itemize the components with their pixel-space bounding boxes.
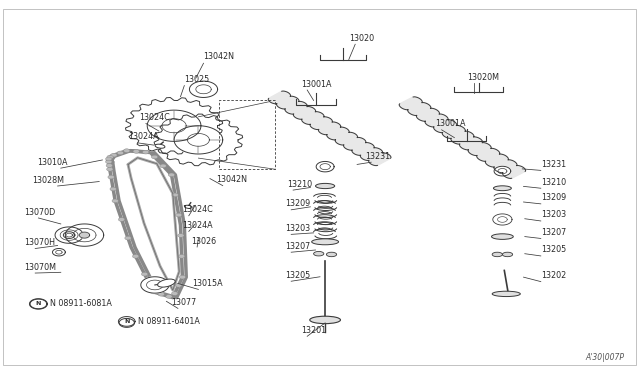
Circle shape bbox=[118, 218, 125, 221]
Circle shape bbox=[152, 155, 158, 159]
Text: 13210: 13210 bbox=[541, 178, 566, 187]
Polygon shape bbox=[125, 97, 223, 154]
Text: 13024A: 13024A bbox=[182, 221, 213, 230]
Text: 13042N: 13042N bbox=[216, 175, 247, 184]
Circle shape bbox=[133, 150, 140, 153]
Circle shape bbox=[150, 290, 157, 294]
Ellipse shape bbox=[312, 239, 339, 245]
Polygon shape bbox=[399, 97, 525, 179]
Text: 13207: 13207 bbox=[285, 242, 310, 251]
Ellipse shape bbox=[492, 252, 502, 257]
Text: 13203: 13203 bbox=[285, 224, 310, 233]
Circle shape bbox=[106, 157, 112, 161]
Text: 13001A: 13001A bbox=[435, 119, 466, 128]
Ellipse shape bbox=[493, 186, 511, 190]
Circle shape bbox=[175, 283, 182, 287]
Text: 13201: 13201 bbox=[301, 326, 326, 335]
Circle shape bbox=[179, 254, 185, 258]
Text: 13042N: 13042N bbox=[204, 52, 234, 61]
Circle shape bbox=[175, 213, 182, 217]
Circle shape bbox=[160, 164, 166, 168]
Ellipse shape bbox=[310, 316, 340, 324]
Ellipse shape bbox=[314, 251, 324, 256]
Circle shape bbox=[166, 295, 172, 298]
Text: 13015A: 13015A bbox=[192, 279, 223, 288]
Text: N 08911-6081A: N 08911-6081A bbox=[50, 299, 112, 308]
Circle shape bbox=[107, 155, 113, 159]
Text: N 08911-6401A: N 08911-6401A bbox=[138, 317, 200, 326]
Text: 13001A: 13001A bbox=[301, 80, 332, 89]
Polygon shape bbox=[189, 81, 218, 97]
Text: 13210: 13210 bbox=[287, 180, 312, 189]
Text: A'30|007P: A'30|007P bbox=[585, 353, 624, 362]
Text: 13231: 13231 bbox=[541, 160, 566, 169]
Circle shape bbox=[179, 275, 186, 279]
Polygon shape bbox=[316, 161, 334, 172]
Text: 13205: 13205 bbox=[541, 246, 566, 254]
Circle shape bbox=[112, 199, 118, 203]
Text: 13026: 13026 bbox=[191, 237, 216, 246]
Ellipse shape bbox=[502, 252, 513, 257]
Polygon shape bbox=[268, 91, 391, 166]
Ellipse shape bbox=[157, 279, 175, 287]
Text: N: N bbox=[36, 301, 41, 307]
Text: 13209: 13209 bbox=[541, 193, 566, 202]
Circle shape bbox=[124, 149, 130, 153]
Polygon shape bbox=[65, 224, 104, 246]
Circle shape bbox=[132, 254, 139, 258]
Circle shape bbox=[111, 153, 117, 157]
Text: 13024A: 13024A bbox=[128, 132, 159, 141]
Polygon shape bbox=[174, 126, 223, 154]
Ellipse shape bbox=[492, 234, 513, 240]
Text: 13020: 13020 bbox=[349, 34, 374, 43]
Ellipse shape bbox=[316, 183, 335, 189]
Text: 13203: 13203 bbox=[541, 211, 566, 219]
Text: 13205: 13205 bbox=[285, 271, 310, 280]
Circle shape bbox=[110, 187, 116, 191]
Ellipse shape bbox=[184, 205, 192, 208]
Text: 13025: 13025 bbox=[184, 75, 209, 84]
Text: 13231: 13231 bbox=[365, 152, 390, 161]
Polygon shape bbox=[147, 110, 201, 141]
Circle shape bbox=[106, 164, 113, 167]
Circle shape bbox=[108, 175, 115, 179]
Circle shape bbox=[141, 272, 148, 276]
Circle shape bbox=[158, 292, 164, 296]
Circle shape bbox=[125, 236, 131, 240]
Text: 13207: 13207 bbox=[541, 228, 566, 237]
Text: 13010A: 13010A bbox=[37, 158, 68, 167]
Circle shape bbox=[172, 292, 178, 295]
Ellipse shape bbox=[492, 291, 520, 296]
Circle shape bbox=[117, 151, 124, 155]
Polygon shape bbox=[154, 114, 243, 166]
Text: 13209: 13209 bbox=[285, 199, 310, 208]
Text: 13070H: 13070H bbox=[24, 238, 55, 247]
Text: 13077: 13077 bbox=[172, 298, 196, 307]
Ellipse shape bbox=[326, 252, 337, 257]
Text: 13024C: 13024C bbox=[140, 113, 170, 122]
Polygon shape bbox=[55, 227, 83, 243]
Polygon shape bbox=[493, 214, 512, 225]
Text: 13070D: 13070D bbox=[24, 208, 56, 217]
Text: 13020M: 13020M bbox=[467, 73, 499, 82]
Circle shape bbox=[178, 234, 184, 237]
Text: 13024C: 13024C bbox=[182, 205, 213, 214]
Text: N: N bbox=[124, 319, 129, 324]
Polygon shape bbox=[79, 232, 90, 238]
Text: 13202: 13202 bbox=[541, 271, 566, 280]
Circle shape bbox=[143, 150, 149, 154]
Polygon shape bbox=[494, 166, 511, 176]
Circle shape bbox=[106, 160, 112, 164]
Text: 13028M: 13028M bbox=[32, 176, 64, 185]
Circle shape bbox=[107, 167, 113, 171]
FancyBboxPatch shape bbox=[3, 9, 636, 365]
Circle shape bbox=[168, 173, 175, 177]
Ellipse shape bbox=[155, 144, 165, 148]
Polygon shape bbox=[63, 232, 75, 238]
Polygon shape bbox=[52, 248, 65, 256]
Text: 13070M: 13070M bbox=[24, 263, 56, 272]
Circle shape bbox=[172, 193, 179, 197]
Polygon shape bbox=[141, 277, 169, 293]
